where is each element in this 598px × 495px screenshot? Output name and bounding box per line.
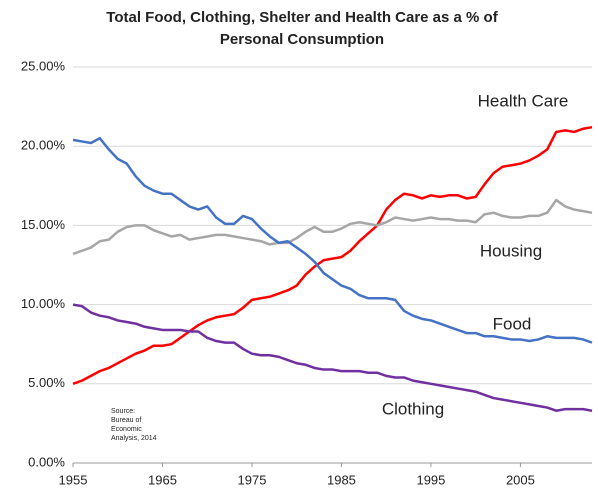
series-line <box>72 137 593 344</box>
y-tick-label: 0.00% <box>28 454 65 469</box>
y-tick-label: 15.00% <box>21 217 66 232</box>
source-note: Analysis, 2014 <box>111 435 157 442</box>
series-label: Health Care <box>478 91 569 110</box>
y-tick-label: 10.00% <box>21 296 66 311</box>
series-label: Housing <box>480 241 542 260</box>
chart-title-line: Total Food, Clothing, Shelter and Health… <box>106 9 498 26</box>
source-note: Bureau of <box>111 417 141 424</box>
source-note: Economic <box>111 426 142 433</box>
x-tick-label: 1985 <box>327 472 356 487</box>
series-line <box>72 303 593 412</box>
y-tick-label: 20.00% <box>21 138 66 153</box>
x-tick-label: 1955 <box>59 472 88 487</box>
series-line <box>72 198 593 256</box>
y-tick-label: 25.00% <box>21 58 66 73</box>
chart-title-line: Personal Consumption <box>220 31 384 48</box>
series-label: Food <box>493 314 532 333</box>
source-note: Source: <box>111 408 135 415</box>
x-tick-label: 1975 <box>238 472 267 487</box>
series-label: Clothing <box>382 399 444 418</box>
series-line <box>72 125 593 385</box>
y-tick-label: 5.00% <box>28 375 65 390</box>
x-tick-label: 1965 <box>148 472 177 487</box>
x-tick-label: 1995 <box>416 472 445 487</box>
x-tick-label: 2005 <box>506 472 535 487</box>
